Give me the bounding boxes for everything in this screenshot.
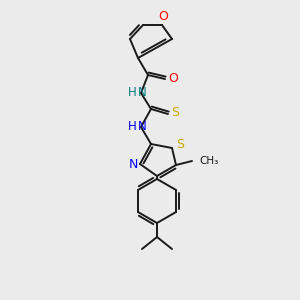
Text: N: N: [138, 119, 146, 133]
Text: H: H: [128, 85, 136, 98]
Text: O: O: [168, 71, 178, 85]
Text: S: S: [176, 137, 184, 151]
Text: N: N: [128, 158, 138, 170]
Text: O: O: [158, 11, 168, 23]
Text: N: N: [138, 85, 146, 98]
Text: S: S: [171, 106, 179, 119]
Text: CH₃: CH₃: [199, 156, 218, 166]
Text: H: H: [128, 119, 136, 133]
